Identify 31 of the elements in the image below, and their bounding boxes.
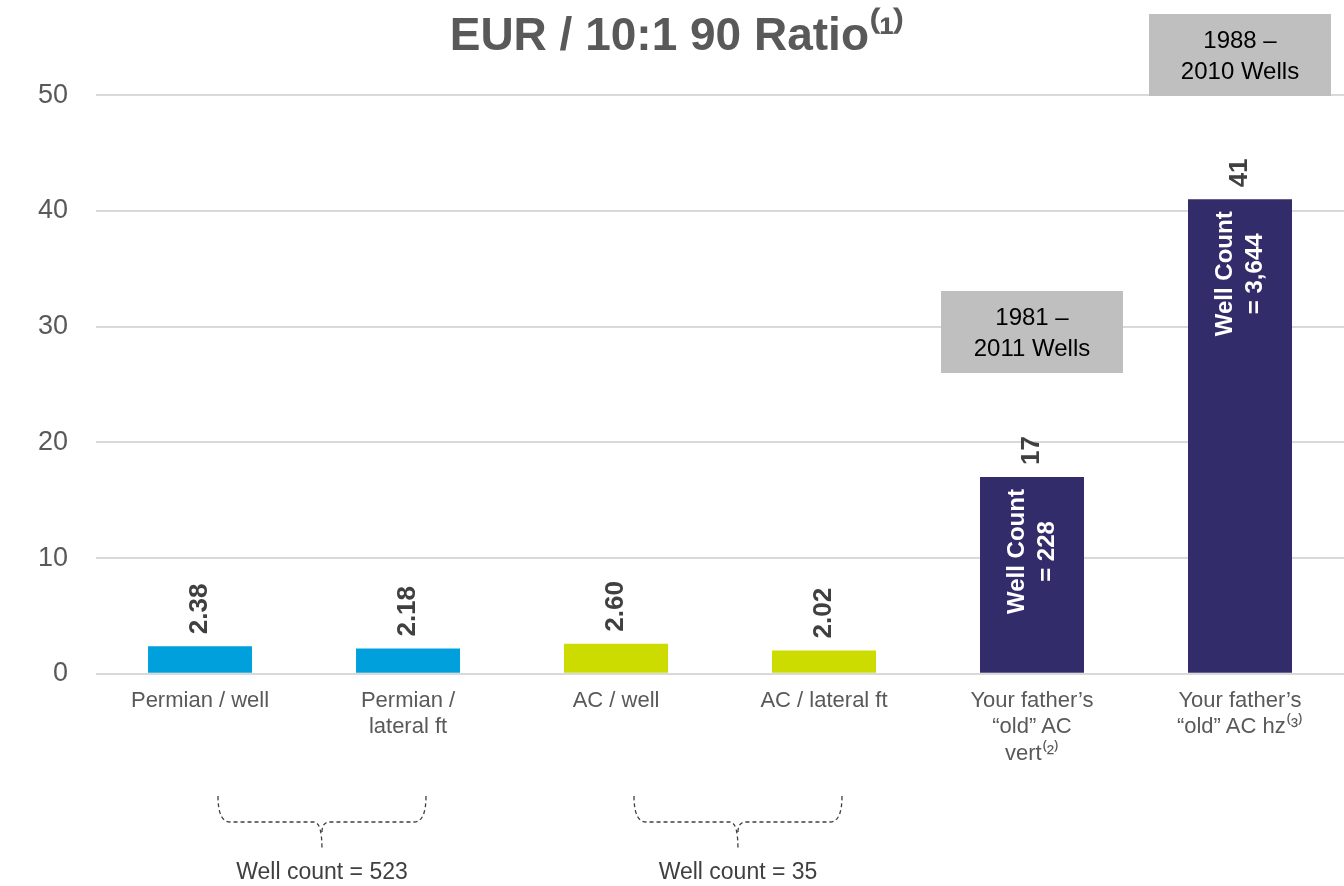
bar — [564, 643, 669, 673]
text: Well count = 523 — [236, 858, 408, 885]
y-tick-label: 10 — [37, 541, 69, 572]
y-tick-label: 0 — [53, 657, 69, 688]
data-label: 17 — [1015, 436, 1046, 466]
y-tick-label: 50 — [37, 78, 69, 109]
annotation: 1981 – 2011 Wells — [972, 302, 1092, 364]
bar — [1188, 199, 1292, 673]
x-tick-label: AC / well — [572, 687, 660, 713]
chart-title: EUR / 10:1 90 Ratio⁽¹⁾ — [449, 7, 905, 61]
x-tick-label: Your father’s “old” AC hz⁽³⁾ — [1176, 687, 1304, 739]
data-label: 2.18 — [391, 585, 422, 637]
y-tick-label: 40 — [37, 194, 69, 225]
data-label: 2.60 — [599, 581, 630, 632]
bar — [356, 648, 461, 673]
x-tick-label: Permian / lateral ft — [360, 687, 456, 739]
y-tick-label: 20 — [37, 425, 69, 456]
annotation: Well Count = 3,644 — [1209, 211, 1267, 337]
bar — [772, 650, 877, 673]
y-tick-label: 30 — [37, 310, 69, 341]
data-label: 41 — [1223, 158, 1254, 188]
text: Well count = 35 — [658, 858, 818, 885]
data-label: 2.02 — [807, 587, 838, 639]
text: 1988 – 2010 Wells — [1179, 24, 1301, 86]
x-tick-label: Permian / well — [130, 687, 270, 713]
bar — [980, 477, 1085, 673]
x-tick-label: AC / lateral ft — [760, 687, 888, 713]
data-label: 2.38 — [183, 583, 214, 635]
annotation: Well Count = 228 — [1001, 489, 1059, 614]
x-tick-label: Your father’s “old” AC vert⁽²⁾ — [970, 687, 1094, 765]
bar — [148, 646, 253, 673]
